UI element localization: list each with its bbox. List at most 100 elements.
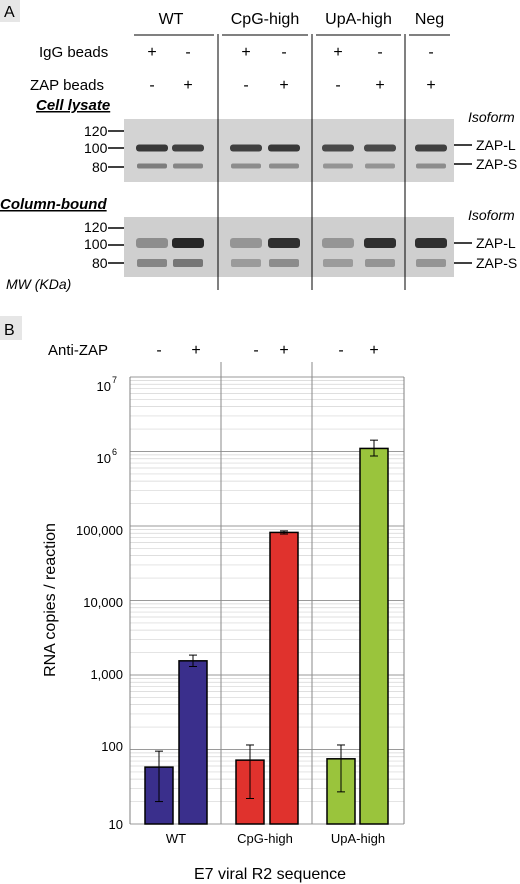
group-header: CpG-high bbox=[231, 11, 299, 28]
y-tick-labels: 10 100 1,000 10,000 100,000 10 6 10 7 bbox=[76, 375, 123, 832]
band-zap-s bbox=[231, 163, 261, 169]
bar bbox=[359, 447, 389, 825]
igg-sign: + bbox=[147, 44, 156, 61]
anti-zap-sign: + bbox=[279, 342, 288, 359]
anti-zap-label: Anti-ZAP bbox=[48, 342, 108, 359]
panel-b-letter: B bbox=[4, 322, 15, 339]
y-axis-label: RNA copies / reaction bbox=[42, 523, 59, 677]
igg-beads-label: IgG beads bbox=[39, 44, 108, 61]
mw-axis-label: MW (KDa) bbox=[6, 276, 71, 292]
grid-major bbox=[129, 376, 405, 825]
blot2-mw-ticks: 120 100 80 bbox=[84, 219, 124, 271]
band-zap-l bbox=[364, 238, 396, 248]
y-tick-1e7-base: 10 bbox=[97, 379, 111, 394]
chart: 10 100 1,000 10,000 100,000 10 6 10 7 WT… bbox=[42, 362, 405, 883]
blot1-mw-100: 100 bbox=[84, 140, 108, 156]
igg-sign: - bbox=[377, 44, 382, 61]
bead-sign-rows: + - + - + - - - + - + - + + bbox=[147, 44, 435, 94]
zap-sign: - bbox=[149, 77, 154, 94]
zap-sign: + bbox=[183, 77, 192, 94]
band-zap-l bbox=[415, 238, 447, 248]
bar bbox=[178, 660, 208, 825]
band-zap-s bbox=[323, 163, 353, 169]
band-zap-s bbox=[269, 163, 299, 169]
band-zap-l bbox=[322, 238, 354, 248]
y-tick-1e6-base: 10 bbox=[97, 451, 111, 466]
blot1-isoform-label: Isoform bbox=[468, 109, 515, 125]
column-bound-title: Column-bound bbox=[0, 196, 107, 213]
anti-zap-sign: + bbox=[369, 342, 378, 359]
bars bbox=[144, 447, 389, 825]
x-axis-label: E7 viral R2 sequence bbox=[194, 866, 346, 883]
error-bars bbox=[155, 439, 378, 803]
y-tick-1e7-exp: 7 bbox=[112, 375, 117, 385]
band-zap-s bbox=[365, 163, 395, 169]
band-zap-l bbox=[230, 238, 262, 248]
band-zap-l bbox=[268, 238, 300, 248]
band-zap-s bbox=[173, 163, 203, 169]
anti-zap-sign: + bbox=[191, 342, 200, 359]
group-headers: WT CpG-high UpA-high Neg bbox=[134, 11, 450, 36]
x-category-label: UpA-high bbox=[331, 831, 385, 846]
panel-a-letter-bg bbox=[0, 0, 20, 22]
igg-sign: - bbox=[428, 44, 433, 61]
blot2-zap-l-label: ZAP-L bbox=[476, 235, 516, 251]
band-zap-s bbox=[231, 259, 261, 267]
blot2-bands bbox=[136, 238, 447, 267]
band-zap-l bbox=[268, 144, 300, 152]
x-category-label: CpG-high bbox=[237, 831, 293, 846]
band-zap-s bbox=[416, 259, 446, 267]
y-tick-1e6-exp: 6 bbox=[112, 447, 117, 457]
bar bbox=[269, 531, 299, 825]
y-tick-10000: 10,000 bbox=[83, 595, 123, 610]
blot2-mw-120: 120 bbox=[84, 219, 108, 235]
blot2-isoform-label: Isoform bbox=[468, 207, 515, 223]
band-zap-l bbox=[172, 144, 204, 152]
band-zap-l bbox=[230, 144, 262, 152]
anti-zap-signs: - + - + - + bbox=[156, 342, 378, 359]
band-zap-l bbox=[136, 144, 168, 152]
band-zap-s bbox=[173, 259, 203, 267]
y-tick-100000: 100,000 bbox=[76, 523, 123, 538]
band-zap-l bbox=[136, 238, 168, 248]
group-separators bbox=[220, 362, 313, 824]
blot2-zap-s-label: ZAP-S bbox=[476, 255, 517, 271]
band-zap-s bbox=[137, 259, 167, 267]
anti-zap-sign: - bbox=[253, 342, 258, 359]
band-zap-l bbox=[364, 144, 396, 152]
zap-sign: + bbox=[375, 77, 384, 94]
igg-sign: + bbox=[241, 44, 250, 61]
anti-zap-sign: - bbox=[338, 342, 343, 359]
group-header: Neg bbox=[415, 11, 444, 28]
blot1-zap-s-label: ZAP-S bbox=[476, 156, 517, 172]
panel-a-letter: A bbox=[4, 4, 15, 21]
x-category-labels: WT CpG-high UpA-high bbox=[166, 831, 385, 846]
x-category-label: WT bbox=[166, 831, 186, 846]
blot2-mw-80: 80 bbox=[92, 255, 108, 271]
zap-beads-label: ZAP beads bbox=[30, 77, 104, 94]
igg-sign: + bbox=[333, 44, 342, 61]
zap-sign: + bbox=[426, 77, 435, 94]
igg-sign: - bbox=[185, 44, 190, 61]
band-zap-l bbox=[322, 144, 354, 152]
blot1-bands bbox=[136, 144, 447, 169]
group-header: UpA-high bbox=[325, 11, 392, 28]
blot2-mw-100: 100 bbox=[84, 236, 108, 252]
blot1-mw-120: 120 bbox=[84, 123, 108, 139]
band-zap-s bbox=[323, 259, 353, 267]
band-zap-s bbox=[416, 163, 446, 169]
blot1-mw-80: 80 bbox=[92, 159, 108, 175]
y-tick-10: 10 bbox=[109, 817, 123, 832]
blot1-zap-l-label: ZAP-L bbox=[476, 137, 516, 153]
igg-sign: - bbox=[281, 44, 286, 61]
grid-minor bbox=[130, 380, 404, 802]
cell-lysate-title: Cell lysate bbox=[36, 97, 110, 114]
zap-sign: - bbox=[335, 77, 340, 94]
band-zap-l bbox=[415, 144, 447, 152]
anti-zap-sign: - bbox=[156, 342, 161, 359]
y-tick-100: 100 bbox=[101, 739, 123, 754]
band-zap-s bbox=[365, 259, 395, 267]
band-zap-l bbox=[172, 238, 204, 248]
blot1-mw-ticks: 120 100 80 bbox=[84, 123, 124, 175]
